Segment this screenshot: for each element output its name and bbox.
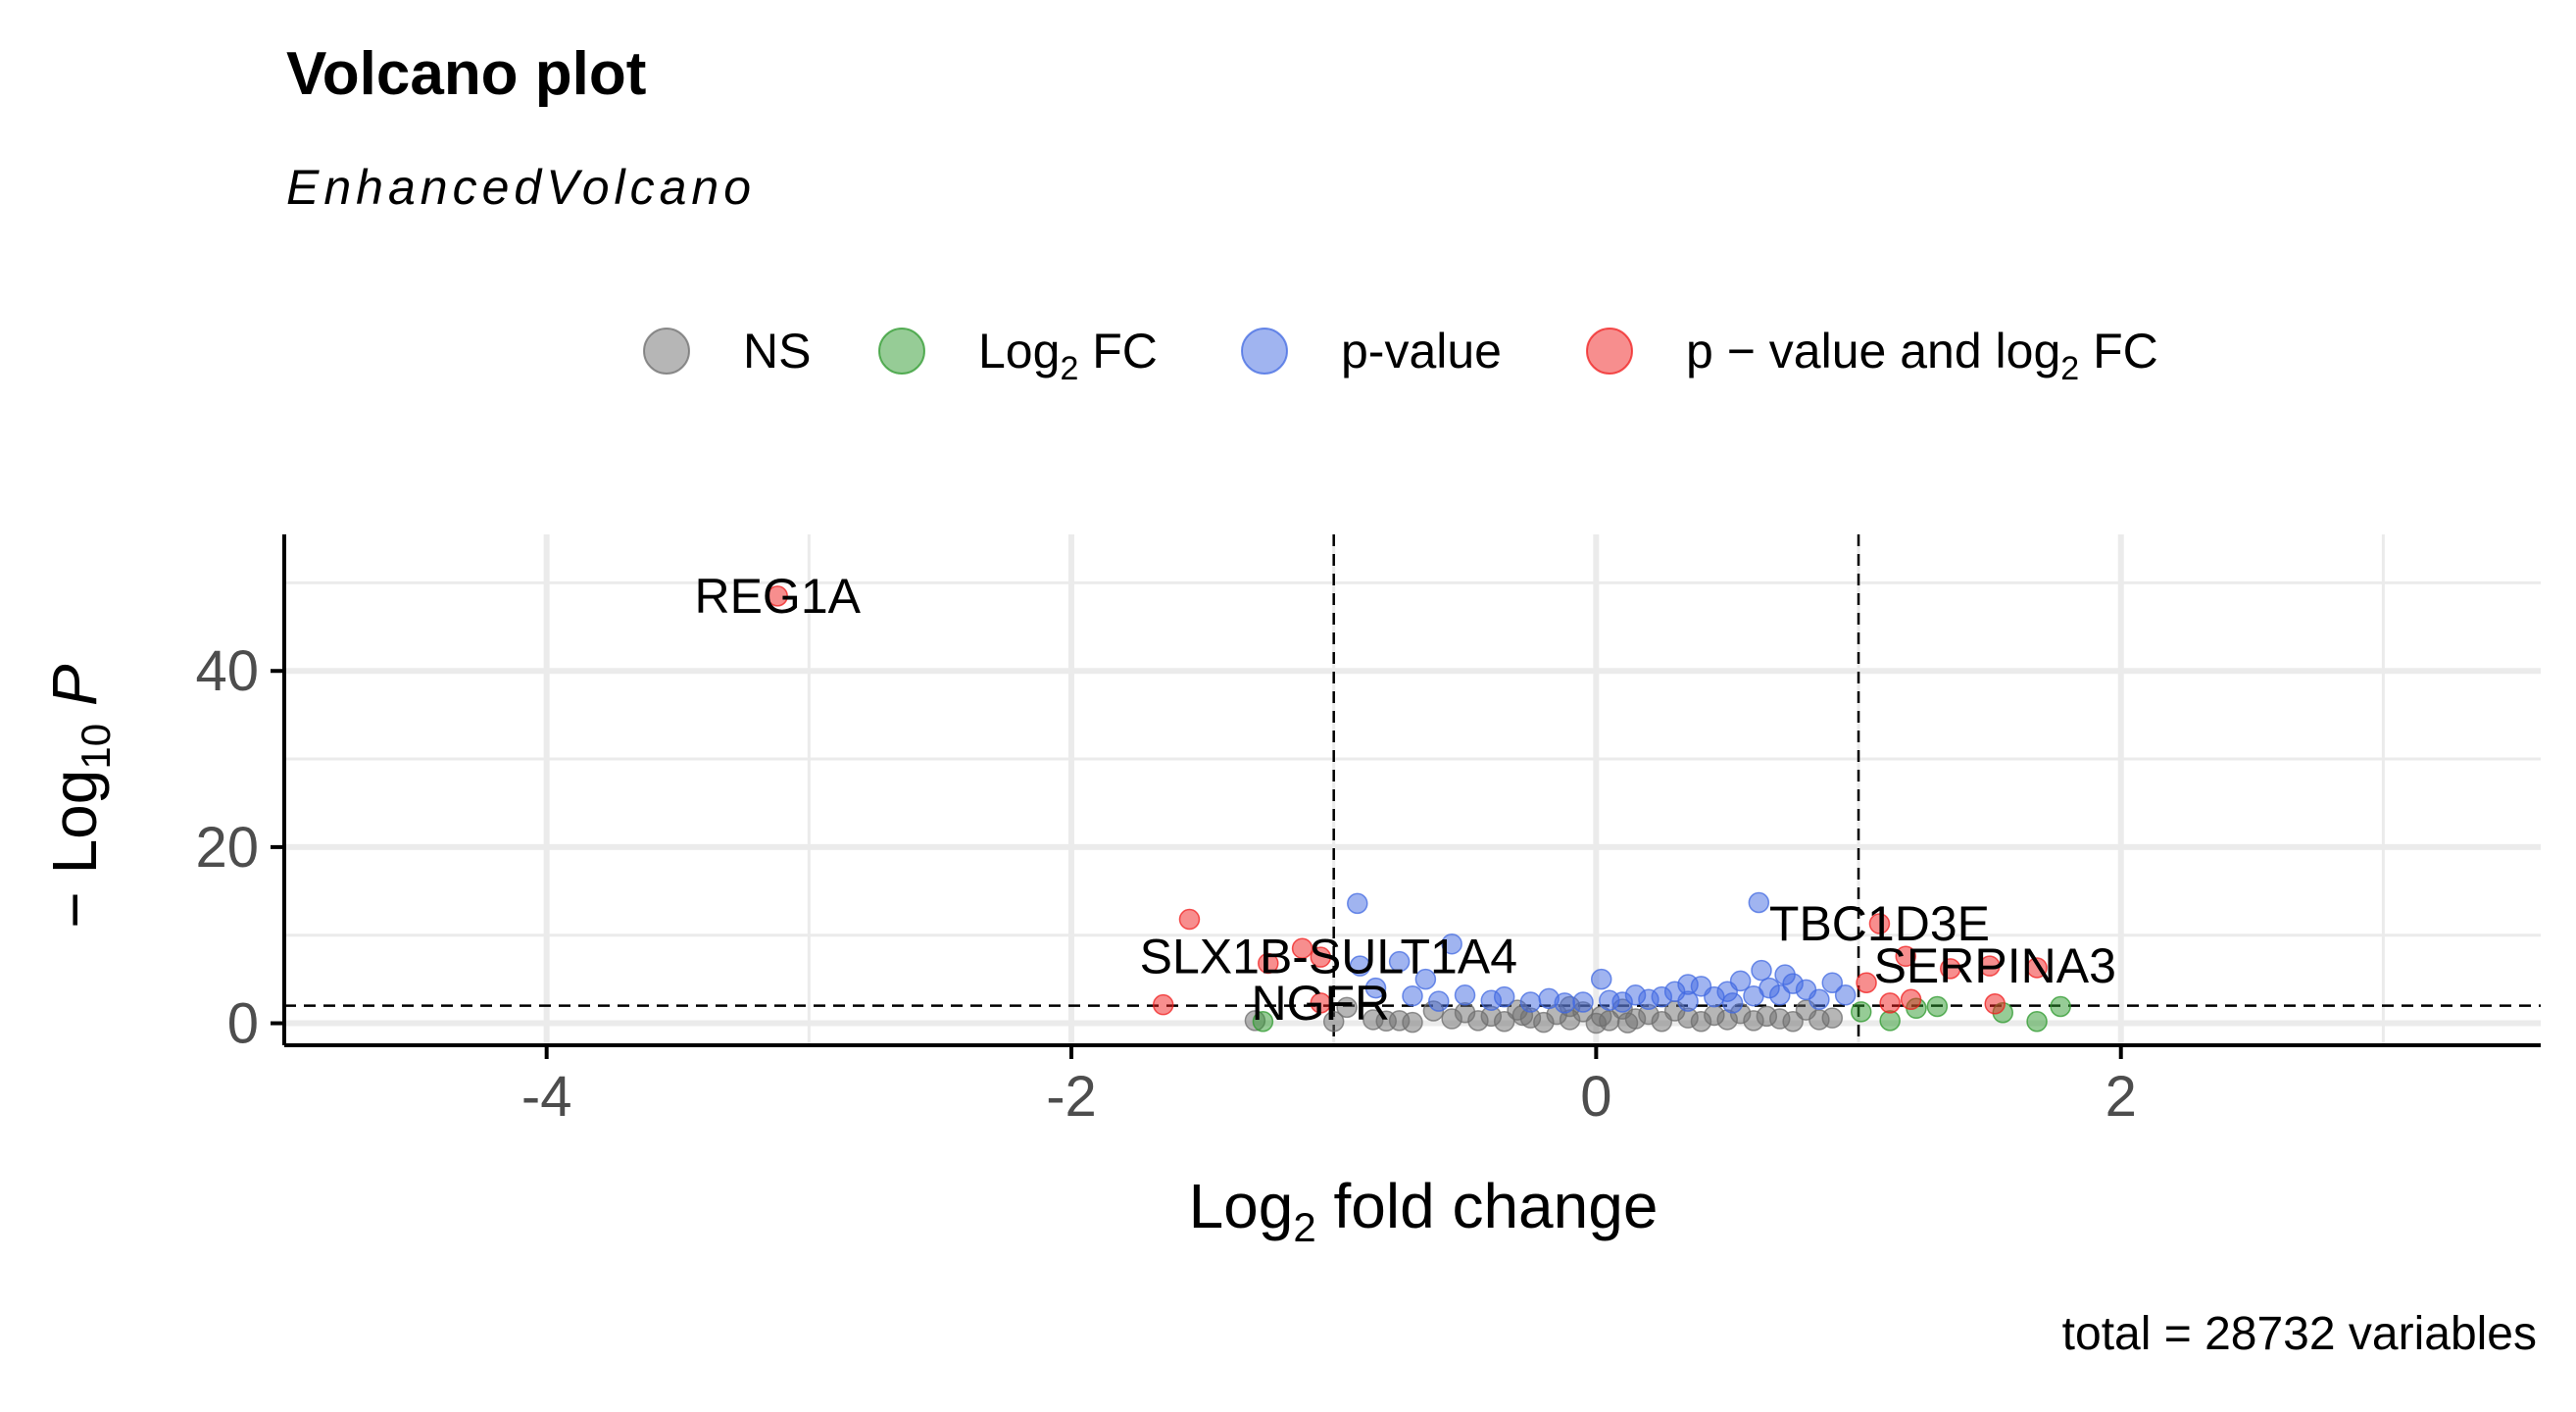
point-p <box>1388 950 1411 973</box>
point-fc <box>1850 1001 1872 1023</box>
point-p <box>1428 990 1450 1012</box>
x-axis-label: Log2 fold change <box>1189 1171 1659 1250</box>
y-tick-label: 40 <box>195 639 259 703</box>
point-pfc <box>1979 955 2001 977</box>
point-p <box>1554 992 1576 1014</box>
point-fc <box>1252 1010 1274 1033</box>
legend-swatch-p <box>1241 328 1288 375</box>
x-tick-label: -4 <box>521 1065 572 1129</box>
point-fc <box>1879 1010 1901 1032</box>
point-pfc <box>1879 992 1901 1014</box>
chart-title: Volcano plot <box>286 40 646 108</box>
point-p <box>1454 984 1476 1006</box>
point-p <box>1519 991 1542 1013</box>
point-pfc <box>1939 958 1961 980</box>
point-pfc <box>1868 913 1891 934</box>
point-pfc <box>1310 946 1332 968</box>
x-tick-label: 2 <box>2105 1065 2137 1129</box>
chart-caption: total = 28732 variables <box>2062 1308 2537 1360</box>
point-p <box>1590 968 1612 990</box>
point-pfc <box>1178 908 1201 931</box>
point-p <box>1572 991 1594 1013</box>
point-fc <box>2026 1010 2048 1033</box>
legend-swatch-ns <box>643 328 690 375</box>
point-p <box>1441 933 1462 955</box>
point-ns <box>1336 996 1358 1019</box>
point-p <box>1349 955 1371 977</box>
point-p <box>1821 972 1844 993</box>
y-tick-label: 0 <box>227 992 259 1056</box>
gene-label: NGFR <box>1251 976 1390 1031</box>
point-p <box>1774 964 1796 985</box>
point-p <box>1729 970 1752 992</box>
point-ns <box>1402 1011 1423 1034</box>
point-p <box>1751 959 1772 982</box>
plot-grid <box>282 534 2541 1045</box>
point-p <box>1364 977 1387 999</box>
point-p <box>1493 985 1515 1008</box>
point-p <box>1402 984 1423 1007</box>
chart-legend: NS Log2 FC p-value p − value and log2 FC <box>643 324 2158 387</box>
gene-label: SLX1B-SULT1A4 <box>1140 929 1517 983</box>
point-p <box>1721 992 1744 1014</box>
point-pfc <box>1984 993 2006 1015</box>
gene-label: SERPINA3 <box>1874 938 2116 993</box>
legend-label-fc: Log2 FC <box>978 324 1158 387</box>
y-axis-label: − Log10 P <box>39 664 119 928</box>
point-p <box>1677 974 1699 995</box>
point-pfc <box>1152 993 1174 1016</box>
x-tick-label: -2 <box>1046 1065 1097 1129</box>
point-pfc <box>1291 937 1313 959</box>
point-ns <box>1821 1007 1844 1029</box>
legend-swatch-pfc <box>1586 328 1633 375</box>
gene-label: REG1A <box>694 569 861 624</box>
gene-label: TBC1D3E <box>1769 896 1990 951</box>
point-pfc <box>1900 988 1922 1011</box>
legend-label-ns: NS <box>743 324 811 378</box>
point-fc <box>2050 995 2071 1018</box>
y-tick-label: 20 <box>195 816 259 880</box>
point-p <box>1748 891 1770 914</box>
x-tick-label: 0 <box>1580 1065 1611 1129</box>
legend-label-p: p-value <box>1341 324 1502 378</box>
point-pfc <box>2026 957 2048 979</box>
point-p <box>1347 892 1368 915</box>
point-pfc <box>1310 992 1332 1014</box>
point-pfc <box>1856 972 1877 993</box>
point-ns <box>1322 1010 1345 1033</box>
point-pfc <box>1258 952 1279 975</box>
point-pfc <box>767 585 788 607</box>
point-fc <box>1926 995 1949 1018</box>
point-p <box>1414 968 1437 990</box>
point-p <box>1808 988 1830 1011</box>
legend-label-pfc: p − value and log2 FC <box>1686 324 2158 387</box>
point-ns <box>1616 1012 1639 1034</box>
data-points <box>767 585 2071 1034</box>
point-p <box>1834 984 1857 1006</box>
chart-subtitle: EnhancedVolcano <box>286 160 756 215</box>
point-pfc <box>1895 945 1916 968</box>
legend-swatch-fc <box>878 328 925 375</box>
